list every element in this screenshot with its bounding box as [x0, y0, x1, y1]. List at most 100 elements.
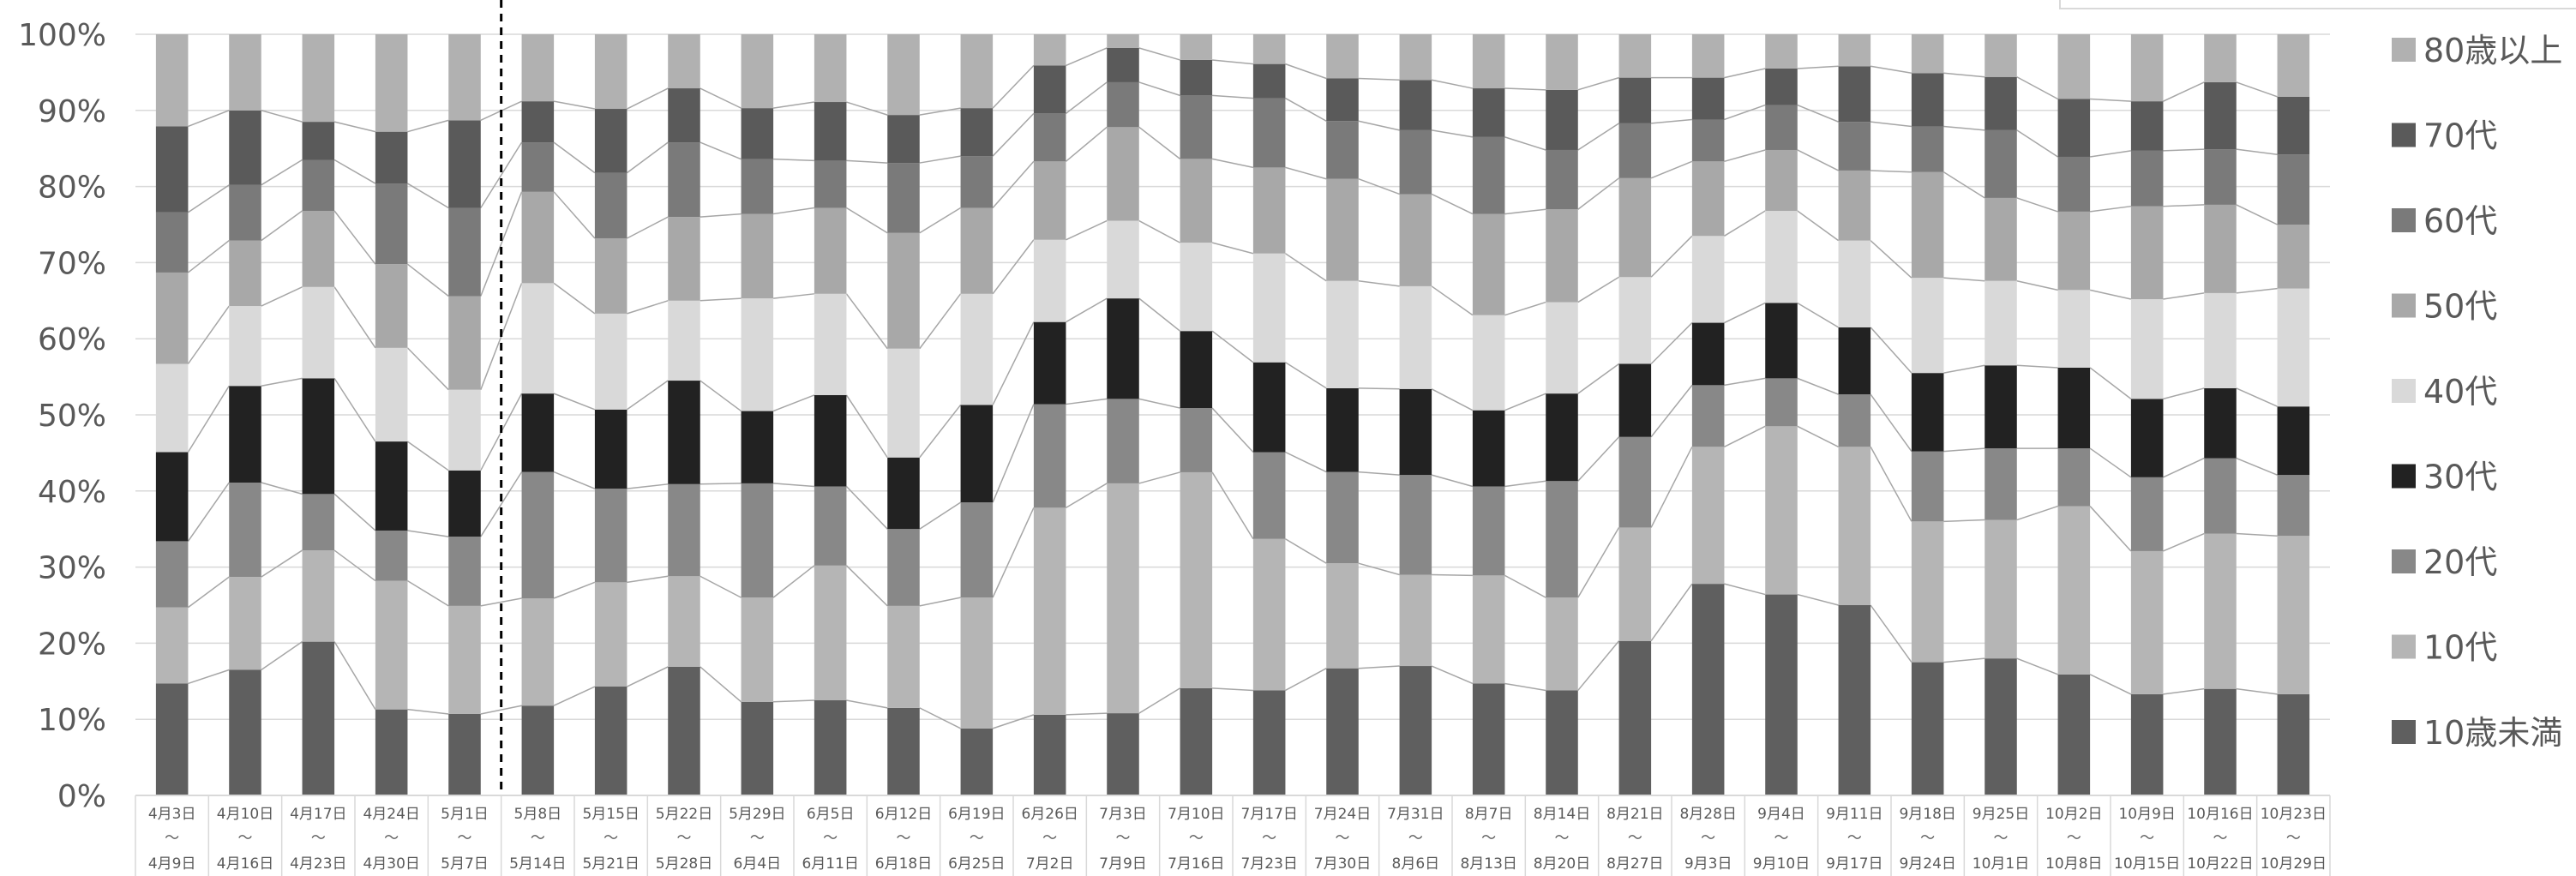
bar-segment-6 [2277, 225, 2310, 289]
bar-segment-4 [2057, 367, 2091, 449]
series-line [261, 210, 303, 242]
bar-segment-1 [887, 707, 920, 795]
series-line [188, 184, 230, 213]
x-tick-label: 6月25日 [948, 855, 1005, 873]
series-line [1797, 425, 1839, 447]
bar-segment-7 [1033, 113, 1066, 162]
bar-segment-5 [1911, 278, 1944, 374]
bar-segment-6 [1765, 149, 1798, 212]
y-tick-label: 100% [18, 18, 106, 53]
legend-label: 10代 [2423, 629, 2497, 667]
bar-segment-9 [741, 34, 774, 109]
bar-segment-1 [1180, 687, 1213, 795]
series-line [1285, 166, 1327, 180]
bar-segment-2 [1326, 563, 1359, 669]
x-tick-label: 6月4日 [734, 855, 782, 873]
bar-segment-4 [960, 405, 994, 503]
series-line [1066, 219, 1108, 241]
series-line [553, 191, 596, 239]
series-line [627, 87, 669, 110]
bar-segment-4 [2204, 387, 2237, 459]
x-tick-label: ～ [897, 830, 911, 847]
series-line [1211, 242, 1254, 255]
series-line [1211, 158, 1254, 169]
bar-segment-7 [1765, 105, 1798, 150]
bar-segment-4 [1472, 410, 1505, 487]
bar-segment-5 [1691, 236, 1725, 323]
x-tick-label: 9月10日 [1753, 855, 1810, 873]
x-tick-label: ～ [1920, 830, 1935, 847]
bar-segment-3 [741, 483, 774, 598]
x-tick-label: ～ [2067, 830, 2081, 847]
bar-segment-8 [814, 102, 847, 161]
bar-segment-3 [375, 530, 408, 581]
bar-segment-4 [1326, 387, 1359, 472]
series-line [627, 483, 669, 489]
bar-segment-3 [229, 483, 261, 578]
x-tick-label: 5月8日 [514, 806, 562, 823]
bar-segment-7 [155, 212, 189, 273]
bar-segment-7 [1326, 121, 1359, 179]
y-tick-label: 0% [57, 779, 106, 814]
legend-label: 60代 [2423, 202, 2497, 240]
bar-segment-9 [1765, 34, 1798, 69]
bar-segment-2 [594, 582, 627, 687]
bar-segment-7 [229, 184, 261, 241]
series-line [1724, 302, 1766, 324]
bar-segment-6 [1107, 127, 1139, 221]
bar-segment-3 [814, 486, 847, 566]
x-tick-label: 10月22日 [2187, 855, 2253, 873]
bar-segment-6 [302, 211, 335, 287]
series-line [1504, 87, 1546, 91]
x-tick-label: 7月2日 [1026, 855, 1074, 873]
bar-segment-6 [448, 296, 481, 390]
x-tick-label: ～ [384, 830, 399, 847]
bar-segment-6 [1252, 167, 1286, 254]
x-tick-label: 4月3日 [148, 806, 196, 823]
series-line [1431, 79, 1474, 89]
bar-segment-3 [448, 537, 481, 606]
bar-segment-7 [960, 156, 994, 208]
series-line [2163, 148, 2205, 152]
bar-segment-3 [1472, 486, 1505, 576]
series-line [1943, 171, 1985, 199]
series-line [261, 286, 303, 307]
bar-segment-1 [1765, 594, 1798, 795]
bar-segment-8 [229, 110, 261, 185]
bar-segment-6 [1546, 209, 1578, 303]
bar-segment-8 [1399, 80, 1432, 130]
bar-segment-6 [1033, 161, 1066, 240]
x-tick-label: 5月22日 [656, 806, 712, 823]
x-tick-label: ～ [1847, 830, 1862, 847]
series-line [2016, 279, 2058, 291]
series-line [1358, 120, 1400, 131]
bar-segment-8 [1252, 63, 1286, 99]
series-line [406, 347, 449, 391]
series-line [187, 305, 230, 364]
series-line [992, 714, 1035, 729]
series-line [2236, 532, 2278, 537]
series-line [553, 471, 596, 489]
series-line [333, 641, 376, 711]
y-tick-label: 10% [38, 703, 106, 738]
series-line [845, 485, 888, 530]
bar-segment-8 [668, 88, 700, 143]
bar-segment-9 [1838, 34, 1871, 67]
series-line [1724, 68, 1766, 79]
legend-label: 70代 [2423, 117, 2497, 155]
bar-segment-4 [375, 441, 408, 531]
series-line [2236, 687, 2278, 695]
legend-swatch [2392, 379, 2416, 403]
axes [135, 0, 2331, 876]
x-tick-label: 6月19日 [948, 806, 1005, 823]
legend-label: 20代 [2423, 543, 2497, 581]
bar-segment-5 [1985, 280, 2017, 366]
series-line [1797, 302, 1839, 328]
series-line [261, 377, 303, 387]
bar-segment-3 [1107, 399, 1139, 483]
bar-segment-4 [1911, 373, 1944, 452]
series-line [1577, 436, 1620, 482]
x-tick-label: ～ [165, 830, 179, 847]
bar-segment-1 [2057, 674, 2091, 795]
series-line [407, 441, 449, 471]
